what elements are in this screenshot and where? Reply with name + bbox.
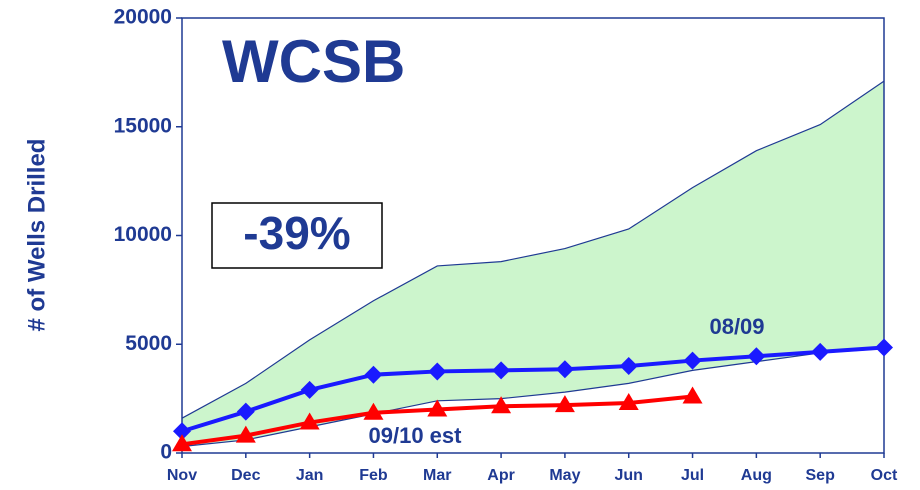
data-point	[428, 362, 447, 381]
data-point	[299, 412, 320, 430]
data-point	[236, 402, 255, 421]
y-axis-label: # of Wells Drilled	[23, 139, 50, 332]
x-tick-label: Nov	[167, 467, 197, 484]
annotation: -39%	[243, 207, 350, 259]
band-edge	[181, 348, 885, 448]
data-point	[682, 386, 703, 404]
data-point	[300, 380, 319, 399]
x-tick-label: Oct	[871, 467, 898, 484]
y-tick-label: 0	[160, 441, 172, 464]
y-tick-label: 20000	[114, 6, 172, 29]
data-point	[554, 395, 575, 413]
x-tick-label: Jun	[615, 467, 643, 484]
x-tick-label: Jan	[296, 467, 324, 484]
data-point	[172, 434, 192, 452]
data-point	[491, 396, 512, 414]
data-point	[875, 338, 893, 357]
y-tick-label: 15000	[114, 114, 172, 137]
data-point	[619, 357, 638, 375]
data-point	[173, 422, 191, 441]
x-tick-label: Dec	[231, 467, 260, 484]
data-point	[364, 365, 383, 384]
x-tick-label: May	[549, 467, 580, 484]
data-point	[235, 425, 256, 443]
y-tick-label: 5000	[125, 332, 172, 355]
data-point	[811, 342, 830, 361]
annotation-box	[211, 202, 383, 269]
data-point	[618, 392, 639, 410]
x-tick-label: Sep	[806, 467, 836, 484]
data-point	[555, 360, 574, 379]
data-point	[492, 361, 511, 380]
range-band	[182, 81, 884, 447]
series-label: 09/10 est	[369, 423, 463, 448]
chart-title: WCSB	[222, 28, 405, 95]
series-line	[181, 345, 885, 434]
data-point	[747, 347, 766, 366]
data-point	[683, 351, 702, 370]
x-tick-label: Feb	[359, 467, 388, 484]
band-edge	[181, 80, 885, 419]
data-point	[363, 402, 384, 420]
x-tick-label: Jul	[681, 467, 704, 484]
data-point	[427, 399, 448, 417]
series-label: 08/09	[709, 314, 764, 339]
x-tick-label: Aug	[741, 467, 772, 484]
x-tick-label: Apr	[487, 467, 515, 484]
x-tick-label: Mar	[423, 467, 451, 484]
y-tick-label: 10000	[114, 223, 172, 246]
